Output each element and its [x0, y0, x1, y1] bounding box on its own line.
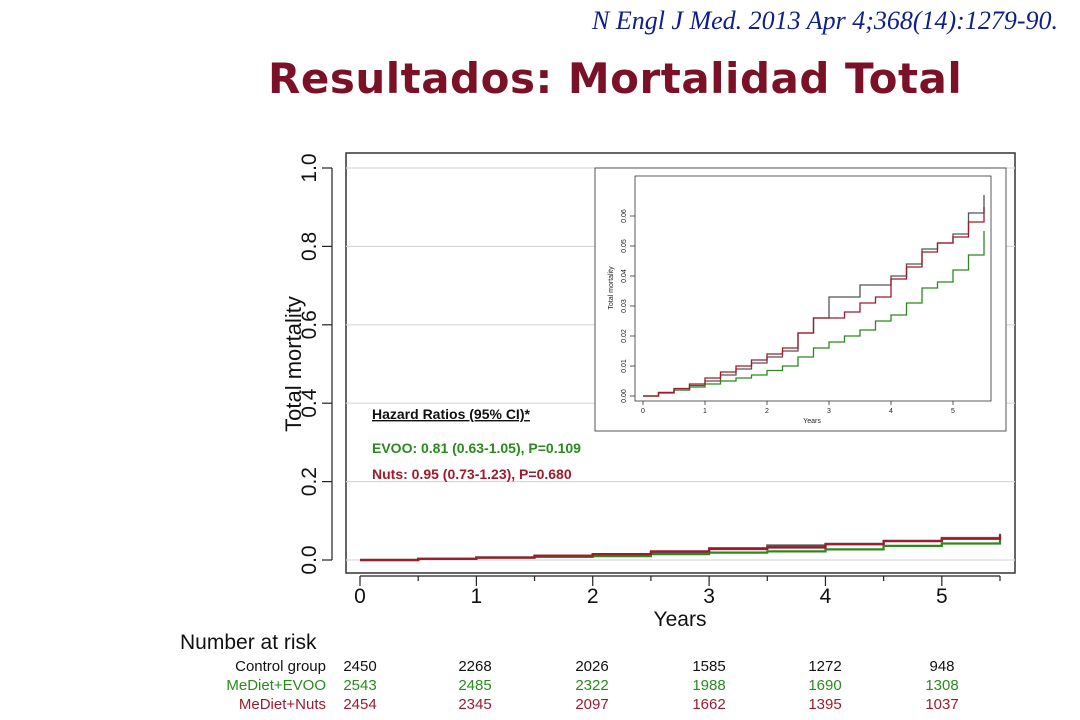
inset-x-tick-label: 3 [827, 408, 831, 415]
number-at-risk-table: Number at risk Control group 2450 2268 2026 1… [180, 631, 959, 713]
inset-y-axis-title: Total mortality [608, 266, 615, 310]
citation: N Engl J Med. 2013 Apr 4;368(14):1279-90… [591, 6, 1058, 35]
inset-x-axis-title: Years [803, 418, 821, 425]
inset-x-tick-label: 0 [641, 408, 645, 415]
series-line-nuts [360, 534, 1002, 562]
risk-value: 1308 [925, 677, 958, 694]
risk-value: 1662 [692, 696, 725, 713]
risk-value: 1037 [925, 696, 958, 713]
inset-y-tick-label: 0.01 [621, 359, 628, 373]
risk-value: 2485 [458, 677, 491, 694]
series-lines [360, 533, 1002, 562]
inset-y-tick-label: 0.04 [621, 269, 628, 283]
number-at-risk-title: Number at risk [180, 631, 317, 654]
x-tick-label: 4 [820, 585, 832, 608]
inset-y-tick-label: 0.05 [621, 239, 628, 253]
risk-value: 2268 [458, 658, 491, 675]
risk-value: 2543 [343, 677, 376, 694]
risk-value: 2345 [458, 696, 491, 713]
y-tick-label: 0.2 [298, 467, 321, 496]
inset-series-line-nuts [643, 207, 985, 397]
y-axis-title: Total mortality [281, 296, 306, 432]
x-tick-label: 2 [587, 585, 599, 608]
x-tick-label: 0 [354, 585, 366, 608]
inset-frame [594, 167, 1007, 432]
risk-value: 2097 [575, 696, 608, 713]
hazard-ratio-nuts: Nuts: 0.95 (0.73-1.23), P=0.680 [372, 466, 572, 482]
inset-series-line-evoo [643, 231, 985, 397]
inset-y-tick-label: 0.06 [621, 209, 628, 223]
risk-value: 1988 [692, 677, 725, 694]
hazard-ratios-heading: Hazard Ratios (95% CI)* [372, 406, 530, 422]
risk-row-label-control: Control group [235, 658, 326, 675]
y-tick-label: 0.6 [298, 310, 321, 339]
risk-value: 2454 [343, 696, 376, 713]
y-tick-label: 1.0 [298, 153, 321, 182]
x-tick-label: 5 [936, 585, 948, 608]
x-axis-title: Years [654, 608, 707, 631]
risk-value: 2450 [343, 658, 376, 675]
inset-x-tick-label: 5 [951, 408, 955, 415]
x-axis: 0 1 2 3 4 5 Years [354, 575, 1001, 631]
risk-value: 1690 [808, 677, 841, 694]
risk-row-label-evoo: MeDiet+EVOO [226, 677, 326, 694]
y-axis: 0.0 0.2 0.4 0.6 0.8 1.0 Total mortality [281, 153, 333, 575]
risk-value: 1272 [808, 658, 841, 675]
inset-chart: 0.00 0.01 0.02 0.03 0.04 0.05 0.06 Total mortal… [594, 167, 1007, 432]
risk-value: 2026 [575, 658, 608, 675]
inset-x-tick-label: 1 [703, 408, 707, 415]
risk-row-label-nuts: MeDiet+Nuts [239, 696, 326, 713]
y-tick-label: 0.8 [298, 232, 321, 261]
x-tick-label: 1 [471, 585, 483, 608]
inset-y-tick-label: 0.03 [621, 299, 628, 313]
inset-y-tick-label: 0.00 [621, 389, 628, 403]
y-tick-label: 0.0 [298, 545, 321, 574]
slide-title: Resultados: Mortalidad Total [268, 54, 963, 103]
x-tick-label: 3 [703, 585, 715, 608]
hazard-ratios-annotation: Hazard Ratios (95% CI)* EVOO: 0.81 (0.63-… [372, 406, 581, 482]
y-tick-label: 0.4 [298, 388, 321, 418]
risk-value: 2322 [575, 677, 608, 694]
inset-x-tick-label: 4 [889, 408, 893, 415]
inset-y-tick-label: 0.02 [621, 329, 628, 343]
risk-value: 1395 [808, 696, 841, 713]
hazard-ratio-evoo: EVOO: 0.81 (0.63-1.05), P=0.109 [372, 440, 581, 456]
risk-value: 948 [929, 658, 954, 675]
inset-x-tick-label: 2 [765, 408, 769, 415]
risk-value: 1585 [692, 658, 725, 675]
inset-plot-area [634, 175, 992, 402]
